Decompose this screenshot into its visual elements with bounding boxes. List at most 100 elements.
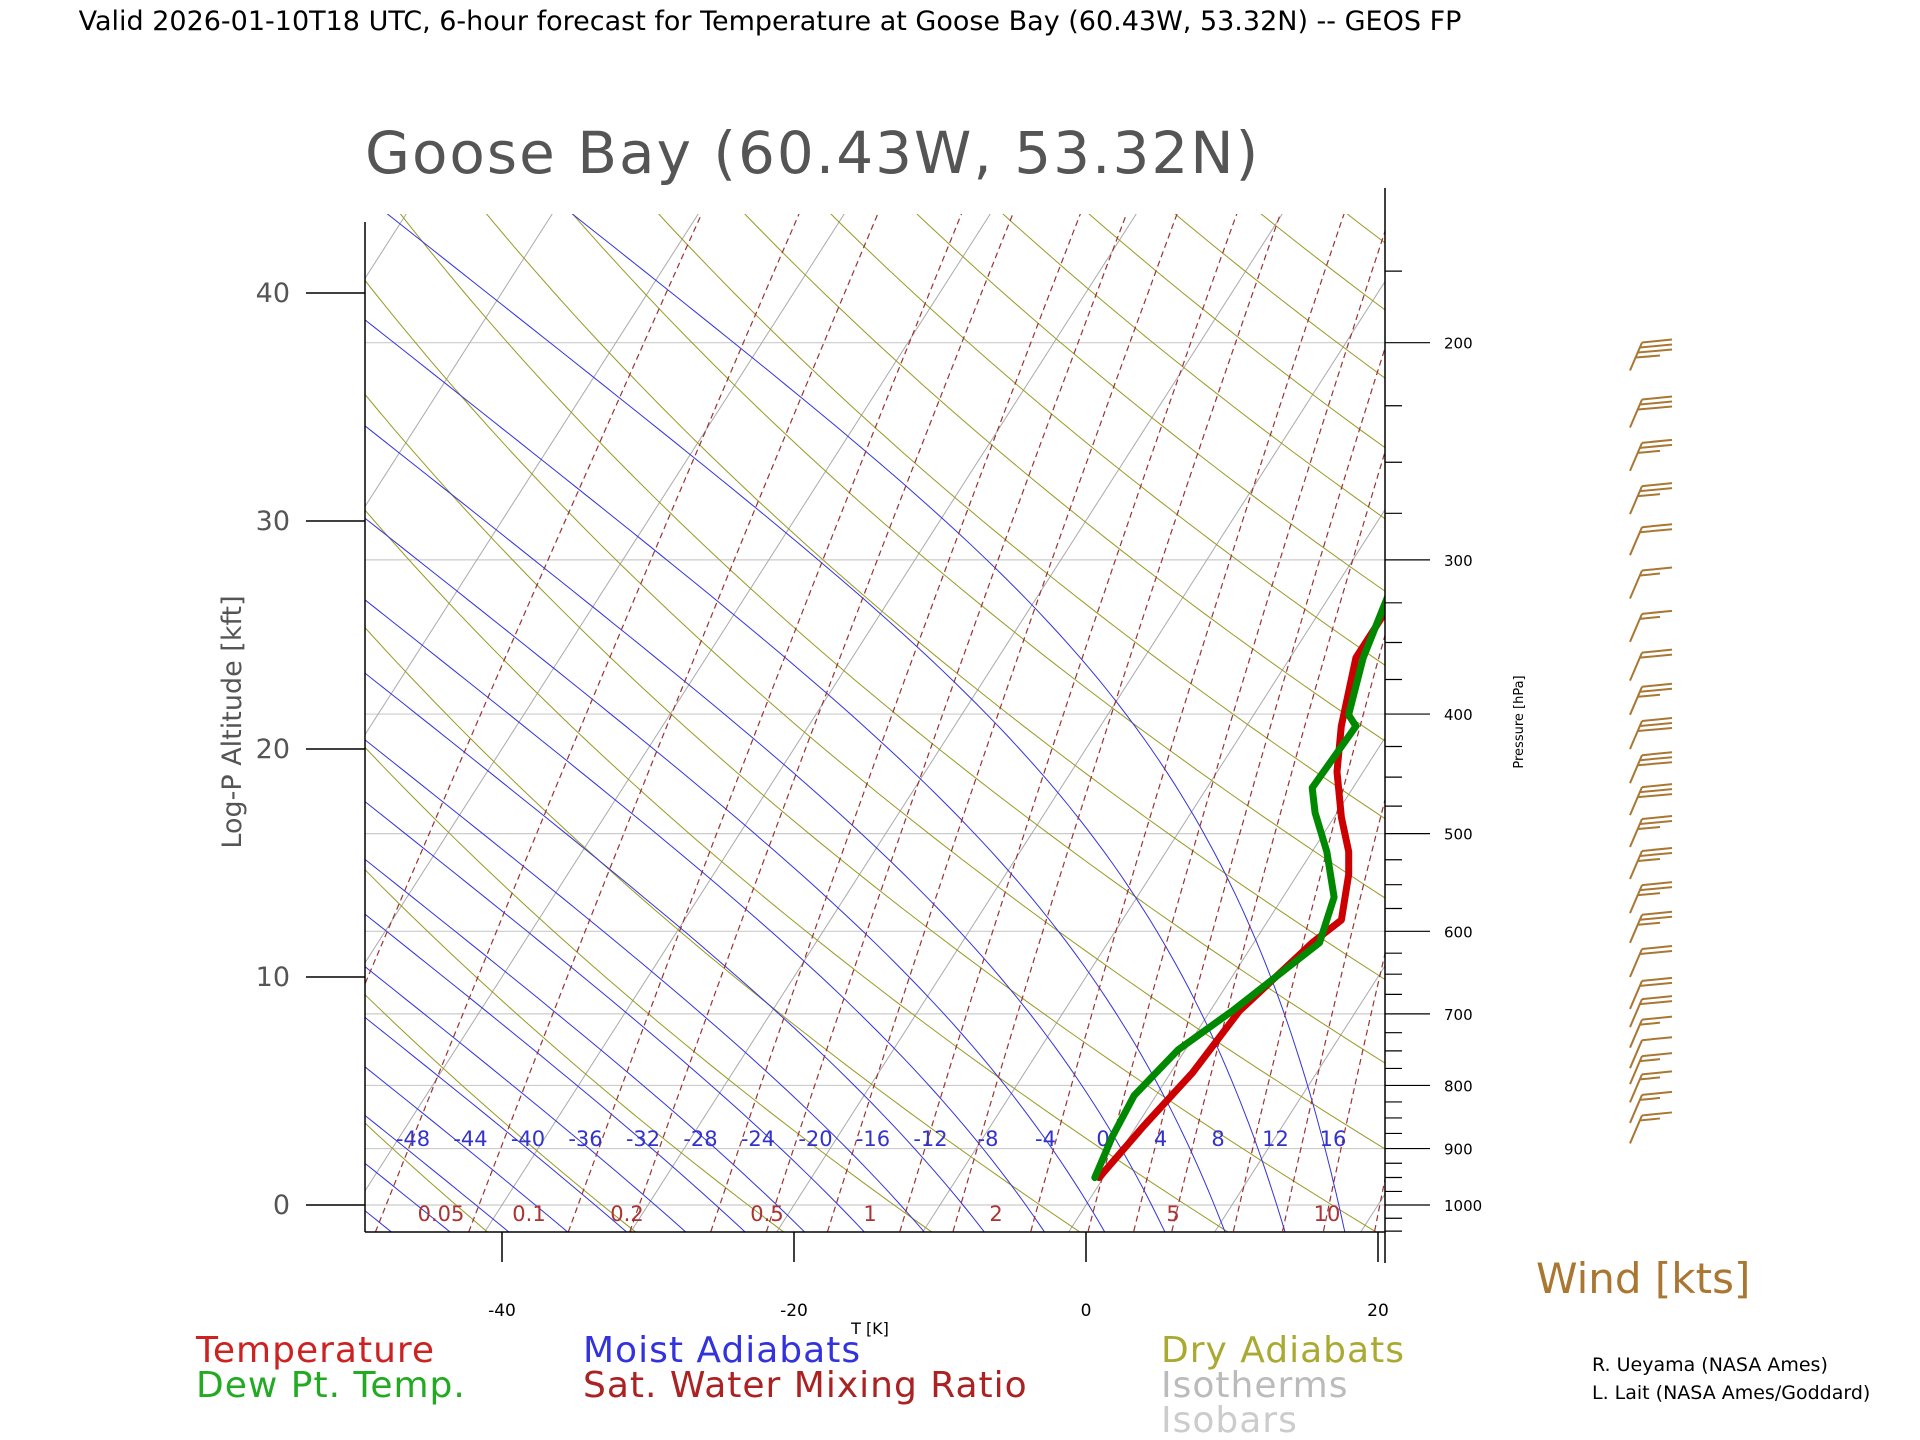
mixing-ratio-line [365,214,703,986]
mixing-ratio-line [1439,156,1693,1250]
pressure-axis: 1000 900 800 700 600 500 400 300 200 [1385,270,1482,1232]
moist-adiabat-label: -4 [1035,1127,1056,1151]
moist-adiabat-label: -28 [683,1127,717,1151]
dry-adiabat-line [1358,156,1920,1250]
isotherm-line [1641,156,1920,1250]
background-labels: -48 -44 -40 -36 -32 -28 -24 -20 -16 -12 -8 -4 0 4 8 12 1… [396,1127,1347,1226]
isotherm-line [365,214,699,736]
mixing-ratio-line [374,214,800,1232]
moist-adiabat-label: -12 [913,1127,947,1151]
moist-adiabat-line [0,396,356,1251]
mixing-ratio-line [1232,633,1385,1232]
moist-adiabat-label: 12 [1262,1127,1289,1151]
dry-adiabat-line [365,626,1081,1232]
wind-barb [1629,438,1673,472]
mixing-ratio-line [1087,229,1385,1232]
moist-adiabat-label: 16 [1320,1127,1347,1151]
dry-adiabat-line [1260,214,1385,311]
mixing-ratio-line [1493,156,1735,1250]
y-axis: 0 10 20 30 40 [256,278,365,1221]
moist-adiabat-line [386,214,1286,1232]
mixing-ratio-label: 2 [989,1202,1002,1226]
wind-barb [1629,609,1673,643]
isotherm-line [365,214,845,964]
mixing-ratio-label: 5 [1166,1202,1179,1226]
moist-adiabat-line [365,319,1226,1232]
dry-adiabat-line [916,214,1385,592]
mixing-ratio-label: 0.2 [610,1202,643,1226]
mixing-ratio-line [899,214,1238,1232]
wind-barb [1629,566,1673,599]
dry-adiabat-line [744,214,1385,742]
profile-lines [1091,593,1385,1182]
dry-adiabat-line [485,214,1385,981]
moist-adiabat-label: -48 [396,1127,430,1151]
isotherm-line [365,214,553,508]
moist-adiabat-line [365,425,1166,1232]
mixing-ratio-label: 0.1 [512,1202,545,1226]
dry-adiabat-line [365,393,1378,1232]
wind-barb [1629,1090,1673,1124]
moist-adiabat-line [365,672,985,1232]
moist-adiabat-line [365,1210,393,1232]
mixing-ratio-line [765,214,1128,1232]
moist-adiabat-line [0,487,181,1251]
wind-barb [1629,395,1673,428]
legend-item: Sat. Water Mixing Ratio [583,1365,1028,1406]
dry-adiabat-line [365,746,933,1232]
mixing-ratio-label: 0.5 [750,1202,783,1226]
pressure-tick-label: 200 [1444,335,1473,353]
x-tick-label: -40 [488,1301,516,1321]
moist-adiabat-label: -16 [856,1127,890,1151]
moist-adiabat-line [365,517,1106,1232]
wind-barb [1629,1111,1673,1144]
y-tick-label: 0 [273,1190,290,1221]
mixing-ratio-line [629,214,1014,1232]
mixing-ratio-line [710,214,1081,1232]
legend-item: Dry Adiabats [1161,1330,1405,1371]
pressure-tick-label: 800 [1444,1077,1473,1095]
mixing-ratio-line [1030,214,1345,1232]
pressure-tick-label: 900 [1444,1141,1473,1159]
wind-barb [1629,1070,1673,1103]
credit-1: R. Ueyama (NASA Ames) [1592,1354,1828,1376]
moist-adiabat-label: -36 [568,1127,602,1151]
moist-adiabat-line [365,739,925,1232]
moist-adiabat-label: -24 [741,1127,775,1151]
wind-barb [1629,995,1673,1028]
wind-barb [1629,1052,1673,1085]
dry-adiabat-line [365,279,1385,1150]
dry-adiabat-line [1775,156,1920,1250]
legend-item: Isotherms [1161,1365,1348,1406]
moist-adiabat-line [365,858,806,1232]
wind-barb [1629,751,1673,784]
mixing-ratio-line [1373,1176,1385,1232]
moist-adiabat-label: -20 [798,1127,832,1151]
wind-barb [1629,648,1673,681]
wind-barb [1629,910,1673,944]
background-lines [0,156,1920,1251]
dry-adiabat-line [1088,214,1385,449]
moist-adiabat-label: -44 [453,1127,487,1151]
credit-2: L. Lait (NASA Ames/Goddard) [1592,1382,1870,1404]
moist-adiabat-label: -40 [511,1127,545,1151]
isotherm-line [922,508,1385,1232]
wind-barb [1629,783,1673,816]
wind-barb [1629,846,1673,880]
isotherm-line [1495,156,1920,1250]
dry-adiabat-line [365,868,785,1232]
wind-barb [1629,717,1673,750]
moist-adiabat-line [365,599,1046,1232]
wind-barb [1629,1036,1673,1069]
x-axis-label: T [K] [850,1319,889,1338]
wind-label: Wind [kts] [1536,1254,1750,1303]
moist-adiabat-label: 8 [1211,1127,1224,1151]
mixing-ratio-line [567,214,963,1232]
moist-adiabat-line [365,1114,510,1232]
y-tick-label: 30 [256,506,290,537]
header-title: Valid 2026-01-10T18 UTC, 6-hour forecast… [79,6,1462,37]
mixing-ratio-line [1537,156,1769,1250]
dry-adiabat-line [658,214,1385,820]
dry-adiabat-line [399,214,1385,1064]
moist-adiabat-label: -32 [626,1127,660,1151]
